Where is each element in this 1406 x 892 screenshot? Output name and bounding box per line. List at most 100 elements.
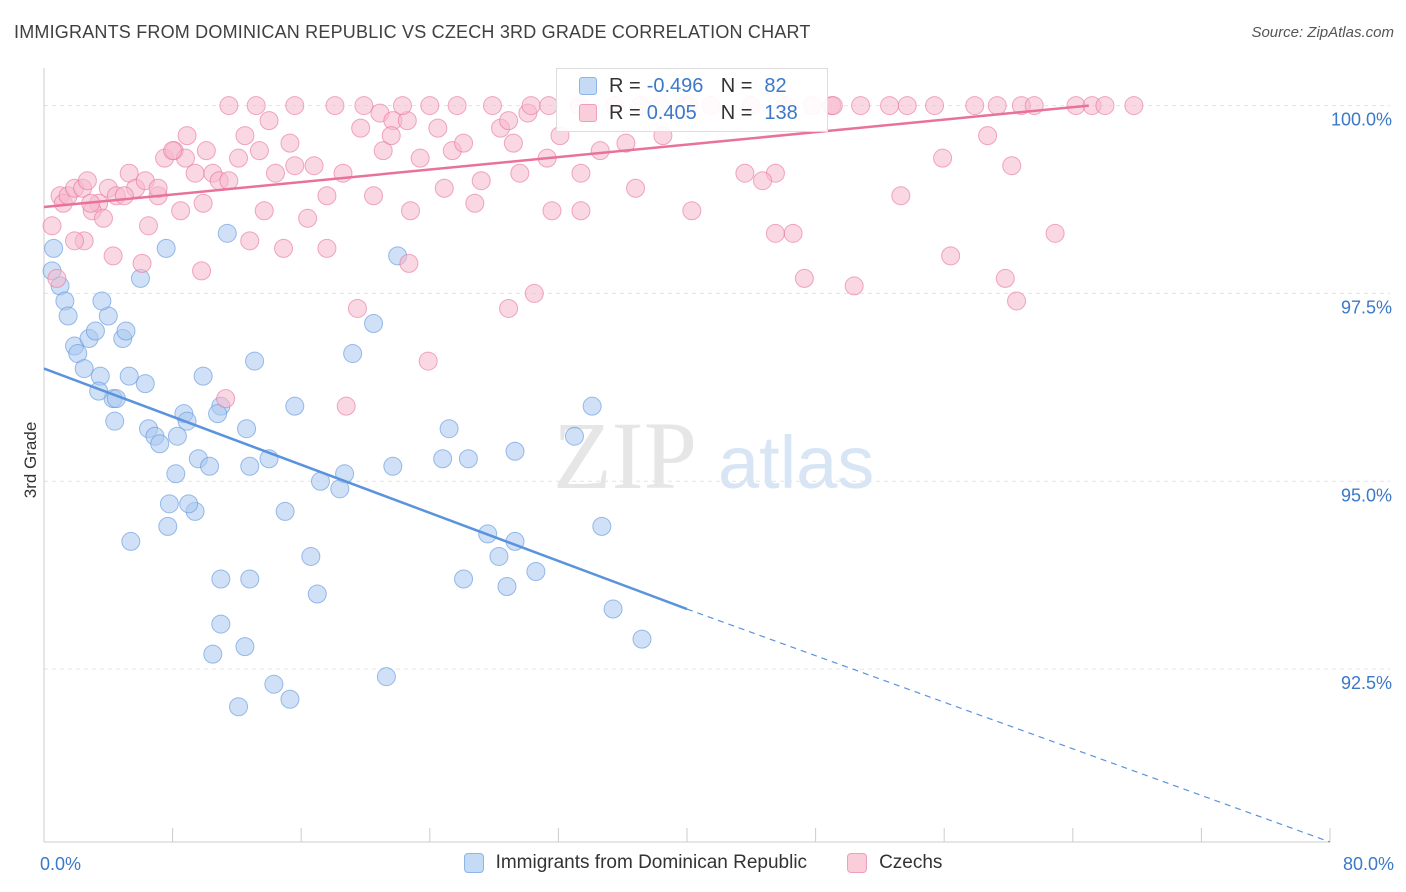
data-point — [219, 96, 239, 116]
data-point — [285, 96, 305, 116]
data-point — [521, 96, 541, 116]
data-point — [592, 516, 612, 536]
watermark: ZIP atlas — [553, 402, 874, 509]
data-point — [304, 156, 324, 176]
data-point — [171, 201, 191, 221]
legend-item-dominican: Immigrants from Dominican Republic — [463, 852, 808, 874]
data-point — [526, 561, 546, 581]
legend-swatch-dominican — [579, 77, 597, 95]
data-point — [265, 163, 285, 183]
data-point — [933, 148, 953, 168]
data-point — [92, 291, 112, 311]
n-label: N = — [720, 74, 753, 97]
data-point — [880, 96, 900, 116]
data-point — [454, 569, 474, 589]
axes — [43, 68, 1331, 843]
legend-label-czechs: Czechs — [879, 852, 943, 873]
correlation-legend: R = -0.496 N = 82 R = 0.405 N = 138 — [556, 68, 828, 132]
data-point — [325, 96, 345, 116]
legend-label-dominican: Immigrants from Dominican Republic — [495, 852, 808, 873]
legend-row-dominican: R = -0.496 N = 82 — [579, 73, 787, 99]
data-point — [74, 359, 94, 379]
data-point — [240, 569, 260, 589]
data-point — [503, 133, 523, 153]
data-point — [307, 584, 327, 604]
data-point — [254, 201, 274, 221]
data-point — [383, 456, 403, 476]
data-point — [138, 216, 158, 236]
data-point — [193, 366, 213, 386]
x-tick-label: 0.0% — [40, 854, 81, 874]
x-tick-label: 80.0% — [1343, 854, 1394, 874]
legend-swatch-czechs — [579, 104, 597, 122]
data-point — [844, 276, 864, 296]
trend-lines — [43, 104, 1331, 843]
data-point — [237, 419, 257, 439]
legend-row-czechs: R = 0.405 N = 138 — [579, 100, 798, 126]
data-point — [925, 96, 945, 116]
data-point — [439, 419, 459, 439]
y-tick-label: 100.0% — [1331, 110, 1392, 130]
data-point — [616, 133, 636, 153]
data-point — [482, 96, 502, 116]
data-point — [229, 697, 249, 717]
data-point — [454, 133, 474, 153]
data-point — [246, 96, 266, 116]
data-point — [965, 96, 985, 116]
data-point — [765, 223, 785, 243]
data-point — [240, 231, 260, 251]
series-dominican — [42, 223, 652, 717]
data-point — [159, 494, 179, 514]
data-point — [208, 404, 228, 424]
data-point — [978, 126, 998, 146]
data-point — [217, 223, 237, 243]
chart-title: IMMIGRANTS FROM DOMINICAN REPUBLIC VS CZ… — [14, 22, 811, 42]
data-point — [192, 261, 212, 281]
data-point — [995, 268, 1015, 288]
data-point — [167, 426, 187, 446]
trend-line-extension — [686, 608, 1331, 843]
data-point — [794, 268, 814, 288]
n-value: 82 — [764, 74, 787, 97]
data-point — [135, 374, 155, 394]
data-point — [280, 133, 300, 153]
data-point — [211, 569, 231, 589]
watermark-zip: ZIP — [553, 402, 697, 509]
data-point — [410, 148, 430, 168]
data-point — [42, 216, 62, 236]
legend-item-czechs: Czechs — [847, 852, 942, 874]
legend-swatch-dominican — [463, 853, 484, 873]
data-point — [351, 118, 371, 138]
data-point — [166, 464, 186, 484]
data-point — [433, 449, 453, 469]
data-point — [93, 208, 113, 228]
data-point — [497, 577, 517, 597]
data-point — [364, 313, 384, 333]
data-point — [471, 171, 491, 191]
data-point — [420, 96, 440, 116]
data-point — [510, 163, 530, 183]
data-point — [196, 141, 216, 161]
data-point — [465, 193, 485, 213]
n-value: 138 — [764, 101, 798, 124]
data-point — [177, 126, 197, 146]
data-point — [121, 531, 141, 551]
data-point — [564, 426, 584, 446]
data-point — [298, 208, 318, 228]
r-value: -0.496 — [646, 74, 704, 97]
data-point — [240, 456, 260, 476]
watermark-atlas: atlas — [718, 421, 874, 504]
data-point — [1124, 96, 1144, 116]
data-point — [185, 163, 205, 183]
data-point — [505, 441, 525, 461]
trend-line-dominican — [43, 367, 688, 611]
data-point — [1045, 223, 1065, 243]
data-point — [47, 268, 67, 288]
data-point — [179, 494, 199, 514]
data-point — [571, 163, 591, 183]
r-label: R = — [609, 74, 641, 97]
data-point — [542, 201, 562, 221]
y-tick-label: 92.5% — [1341, 673, 1392, 693]
data-point — [851, 96, 871, 116]
